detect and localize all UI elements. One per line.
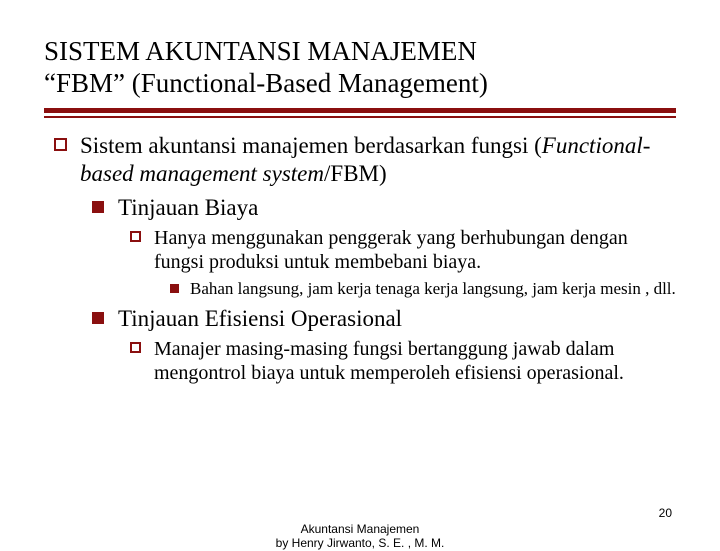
b1b-i-text: Manajer masing-masing fungsi bertanggung…: [154, 338, 624, 384]
footer-line-1: Akuntansi Manajemen: [301, 522, 420, 536]
title-divider: [44, 108, 676, 118]
divider-thick: [44, 108, 676, 113]
bullet-1a-i-1: Bahan langsung, jam kerja tenaga kerja l…: [168, 279, 676, 299]
bullet-list-lvl3b: Manajer masing-masing fungsi bertanggung…: [118, 337, 676, 386]
title-line-2: “FBM” (Functional-Based Management): [44, 68, 488, 98]
bullet-1: Sistem akuntansi manajemen berdasarkan f…: [50, 132, 676, 386]
bullet-list-lvl4: Bahan langsung, jam kerja tenaga kerja l…: [154, 279, 676, 299]
footer-line-2: by Henry Jirwanto, S. E. , M. M.: [276, 536, 445, 550]
b1-text-post: /FBM): [324, 161, 387, 186]
bullet-1a: Tinjauan Biaya Hanya menggunakan pengger…: [90, 194, 676, 299]
footer-center: Akuntansi Manajemen by Henry Jirwanto, S…: [276, 522, 445, 551]
b1a-i-text: Hanya menggunakan penggerak yang berhubu…: [154, 227, 628, 273]
bullet-list-lvl3: Hanya menggunakan penggerak yang berhubu…: [118, 226, 676, 299]
bullet-list-lvl2: Tinjauan Biaya Hanya menggunakan pengger…: [80, 194, 676, 386]
b1-text-pre: Sistem akuntansi manajemen berdasarkan f…: [80, 133, 542, 158]
slide-title: SISTEM AKUNTANSI MANAJEMEN “FBM” (Functi…: [44, 36, 676, 100]
title-line-1: SISTEM AKUNTANSI MANAJEMEN: [44, 36, 477, 66]
bullet-list-lvl1: Sistem akuntansi manajemen berdasarkan f…: [44, 132, 676, 386]
b1b-text: Tinjauan Efisiensi Operasional: [118, 306, 402, 331]
divider-thin: [44, 116, 676, 118]
bullet-1a-i: Hanya menggunakan penggerak yang berhubu…: [128, 226, 676, 299]
b1a-i-1-text: Bahan langsung, jam kerja tenaga kerja l…: [190, 279, 676, 298]
b1a-text: Tinjauan Biaya: [118, 195, 258, 220]
bullet-1b: Tinjauan Efisiensi Operasional Manajer m…: [90, 305, 676, 386]
slide-root: SISTEM AKUNTANSI MANAJEMEN “FBM” (Functi…: [0, 0, 720, 540]
bullet-1b-i: Manajer masing-masing fungsi bertanggung…: [128, 337, 676, 386]
page-number: 20: [659, 506, 672, 520]
